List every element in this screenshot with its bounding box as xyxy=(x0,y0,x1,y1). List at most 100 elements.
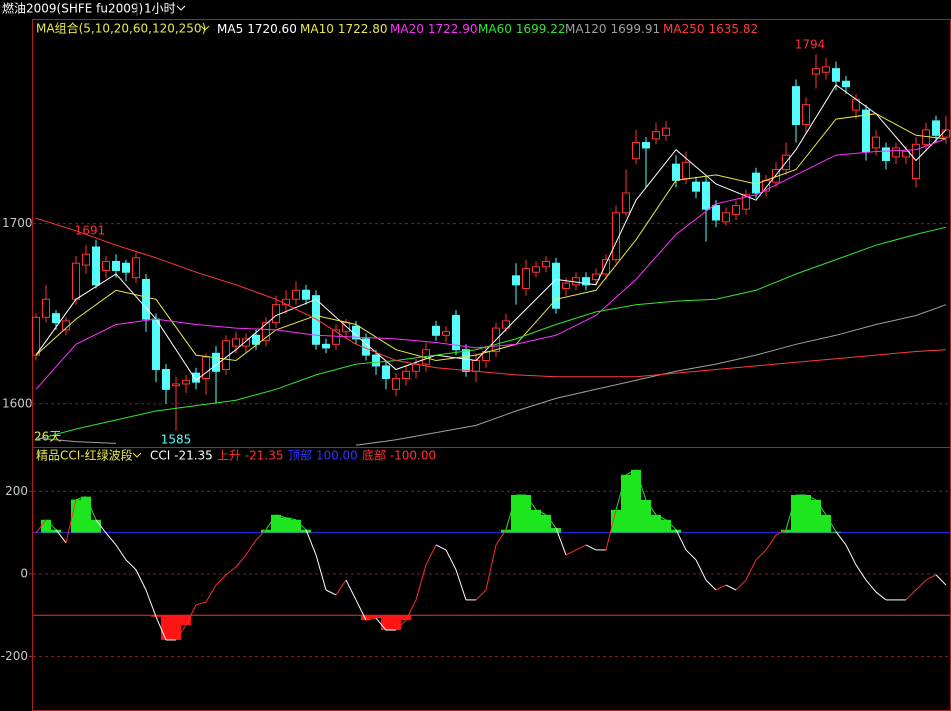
candle-body xyxy=(652,131,660,140)
candle-body xyxy=(372,354,380,367)
y-tick-label: -200 xyxy=(1,649,28,663)
candle-body xyxy=(892,147,900,158)
cci-line-segment xyxy=(145,589,157,618)
ma-legend-name: MA20 xyxy=(390,22,424,36)
cci-bar xyxy=(531,509,541,533)
cci-line-segment xyxy=(245,539,257,556)
candle-body xyxy=(152,318,160,371)
candle-body xyxy=(472,360,480,372)
candle-body xyxy=(402,370,410,380)
ma-legend-entry: MA60 1699.22 xyxy=(478,22,565,36)
ma-legend-value: 1635.82 xyxy=(708,22,758,36)
cci-line-segment xyxy=(95,519,107,534)
ma-line xyxy=(35,138,947,390)
cci-line-segment xyxy=(605,509,617,551)
candle-body xyxy=(552,262,560,309)
cci-line-segment xyxy=(865,579,877,593)
cci-line-segment xyxy=(325,589,337,596)
candle-body xyxy=(92,246,100,286)
cci-line-segment xyxy=(315,554,327,591)
cci-bar xyxy=(621,474,631,533)
cci-line-segment xyxy=(195,601,207,606)
cci-line-segment xyxy=(335,579,347,596)
candle-body xyxy=(82,253,90,266)
cci-bar xyxy=(631,469,641,533)
price-annotation: 1794 xyxy=(795,38,826,52)
candle-body xyxy=(562,282,570,289)
cci-line-segment xyxy=(545,514,557,529)
dropdown-chevron[interactable] xyxy=(132,452,142,458)
ma-legend-title[interactable]: MA组合(5,10,20,60,120,250) xyxy=(36,21,206,36)
cci-bar xyxy=(51,529,61,533)
cci-line-segment xyxy=(655,514,667,521)
cci-line-segment xyxy=(575,544,587,551)
cci-line-segment xyxy=(775,529,787,536)
candle-body xyxy=(572,277,580,286)
candle-body xyxy=(742,194,750,210)
candle-body xyxy=(482,351,490,362)
cci-line-segment xyxy=(55,529,67,544)
cci-line-segment xyxy=(905,589,917,601)
cci-bar xyxy=(401,615,411,621)
candle-body xyxy=(52,313,60,324)
candle-body xyxy=(912,143,920,180)
cci-bar xyxy=(381,615,391,631)
cci-line-segment xyxy=(135,569,147,591)
candle-body xyxy=(332,329,340,345)
cci-line-segment xyxy=(395,619,407,631)
ma-legend-value: 1720.60 xyxy=(247,22,297,36)
cci-line-segment xyxy=(405,599,417,621)
instrument-title[interactable]: 燃油2009(SHFE fu2009) xyxy=(2,1,143,16)
cci-line-segment xyxy=(925,574,937,581)
cci-title[interactable]: 精品CCI-红绿波段 xyxy=(36,448,133,463)
cci-line-segment xyxy=(615,474,627,511)
candle-body xyxy=(72,262,80,300)
price-annotation: 1691 xyxy=(75,223,106,237)
cci-line-segment xyxy=(715,584,727,591)
candle-body xyxy=(392,378,400,390)
cci-line-segment xyxy=(625,469,637,476)
cci-bar xyxy=(291,519,301,533)
candle-body xyxy=(622,192,630,214)
candle-body xyxy=(532,266,540,273)
cci-line-segment xyxy=(415,564,427,601)
candle-body xyxy=(242,338,250,347)
ma-legend-name: MA5 xyxy=(217,22,243,36)
cci-line-segment xyxy=(265,514,277,530)
cci-line-segment xyxy=(695,559,707,581)
candle-body xyxy=(642,142,650,149)
cci-line-segment xyxy=(45,519,57,531)
candle-body xyxy=(302,289,310,300)
candle-body xyxy=(162,369,170,390)
cci-line-segment xyxy=(805,494,817,501)
cci-line-segment xyxy=(295,519,307,531)
cci-line-segment xyxy=(65,499,77,544)
cci-line-segment xyxy=(355,599,367,621)
cci-bar xyxy=(161,615,171,640)
cci-bar xyxy=(91,519,101,533)
y-tick-label: 0 xyxy=(20,566,28,580)
cci-line-segment xyxy=(765,534,777,551)
dropdown-chevron[interactable] xyxy=(176,5,186,11)
candle-body xyxy=(722,212,730,223)
cci-line-segment xyxy=(915,579,927,591)
candle-body xyxy=(42,298,50,318)
candle-body xyxy=(202,356,210,380)
cci-bar xyxy=(301,529,311,533)
ma-legend-name: MA120 xyxy=(565,22,606,36)
y-tick-label: 200 xyxy=(5,484,28,498)
cci-line-segment xyxy=(425,544,437,566)
cci-line-segment xyxy=(505,494,517,530)
candle-body xyxy=(292,289,300,300)
cci-line-segment xyxy=(375,617,387,631)
cci-bar xyxy=(521,495,531,533)
cci-line-segment xyxy=(685,549,697,561)
dropdown-chevron[interactable] xyxy=(200,25,210,31)
candle-body xyxy=(112,260,120,271)
cci-bar xyxy=(361,615,371,621)
period-select[interactable]: 1小时 xyxy=(144,2,176,16)
candle-body xyxy=(142,278,150,320)
cci-bar xyxy=(171,615,181,640)
